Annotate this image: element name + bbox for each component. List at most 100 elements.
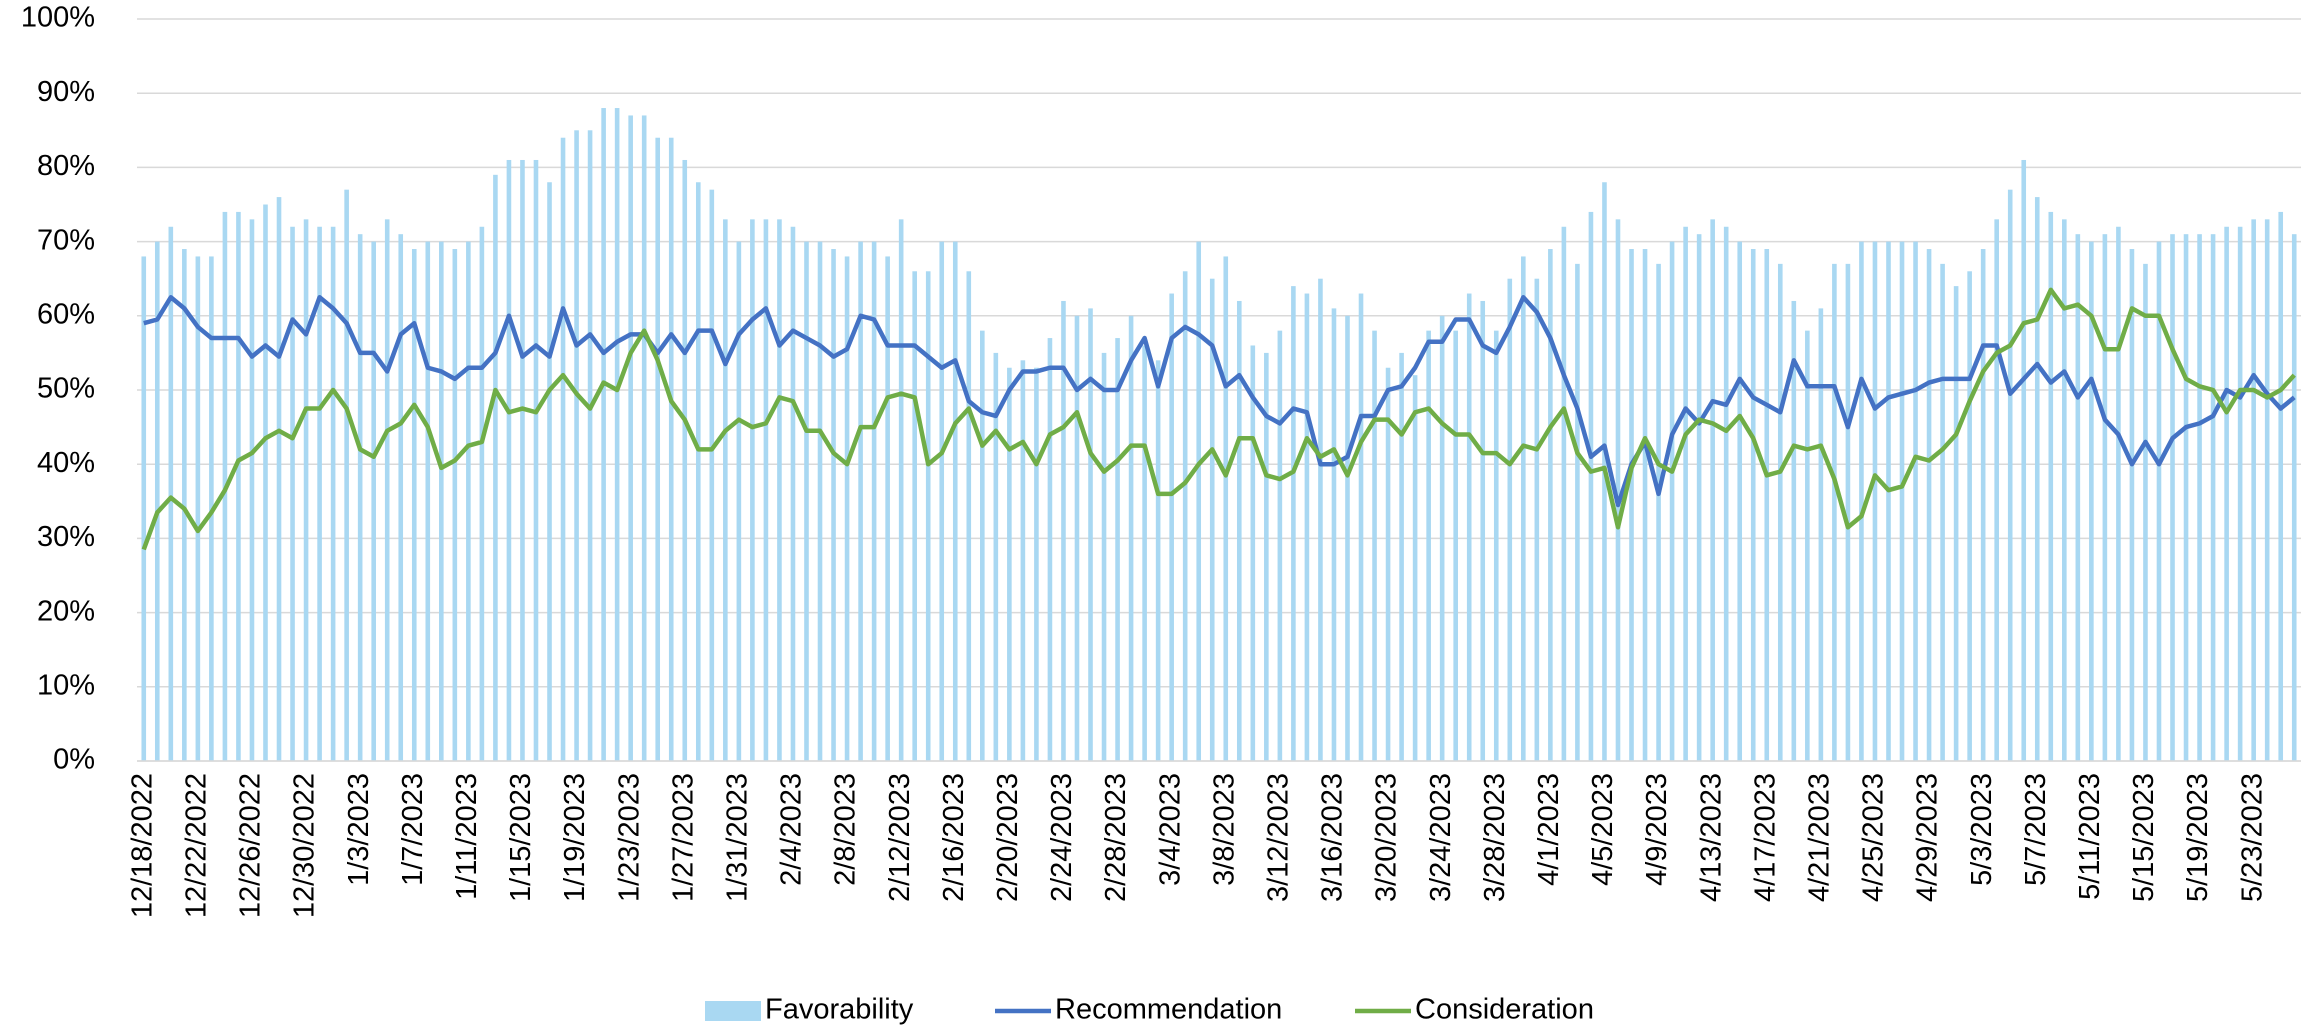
bar xyxy=(1007,367,1012,761)
bar xyxy=(1575,263,1580,761)
x-tick-label: 4/13/2023 xyxy=(1695,773,1727,902)
line xyxy=(143,295,2296,508)
bar xyxy=(1291,286,1296,761)
x-tick-label: 5/3/2023 xyxy=(1966,773,1998,886)
bar xyxy=(1994,219,1999,762)
bar xyxy=(2156,241,2162,762)
bar xyxy=(2021,159,2027,762)
bar xyxy=(1128,315,1134,761)
bar xyxy=(533,159,539,762)
x-tick-label: 2/24/2023 xyxy=(1046,773,1078,902)
bar xyxy=(1061,300,1066,761)
bar xyxy=(1169,293,1174,761)
bar xyxy=(1980,249,1986,761)
bar xyxy=(1250,345,1256,761)
bar xyxy=(1967,271,1972,761)
bar xyxy=(1209,278,1215,761)
bar xyxy=(452,249,458,761)
x-tick-label: 2/20/2023 xyxy=(992,773,1024,902)
bar xyxy=(1074,315,1080,761)
x-tick-label: 1/27/2023 xyxy=(667,773,699,902)
bar xyxy=(1439,315,1445,761)
bar xyxy=(1358,293,1364,761)
x-tick-label: 2/12/2023 xyxy=(884,773,916,902)
bar xyxy=(898,219,904,762)
bar xyxy=(1304,293,1310,761)
bar xyxy=(2089,241,2094,762)
bar xyxy=(1277,330,1283,761)
bar xyxy=(628,115,633,761)
bar xyxy=(831,249,836,761)
bar xyxy=(1493,330,1499,761)
bar xyxy=(2264,219,2270,762)
bar xyxy=(1236,300,1242,761)
y-tick-label: 50% xyxy=(37,373,95,405)
bar xyxy=(1088,308,1093,761)
legend-swatch xyxy=(705,1001,761,1021)
bar xyxy=(939,241,945,762)
x-tick-label: 3/4/2023 xyxy=(1154,773,1186,886)
x-tick-label: 5/19/2023 xyxy=(2182,773,2214,902)
bar xyxy=(2048,211,2054,762)
bar xyxy=(750,219,755,762)
bar xyxy=(2116,226,2121,761)
y-tick-label: 20% xyxy=(37,595,95,627)
bar xyxy=(858,241,863,762)
bar xyxy=(506,159,512,762)
bar xyxy=(1548,249,1553,761)
x-tick-label: 3/8/2023 xyxy=(1208,773,1240,886)
bar xyxy=(263,204,268,761)
bar xyxy=(695,182,701,762)
bar xyxy=(1101,352,1107,761)
x-tick-label: 4/17/2023 xyxy=(1749,773,1781,902)
bar xyxy=(1953,286,1959,761)
bar xyxy=(1886,241,1891,762)
x-tick-label: 4/25/2023 xyxy=(1858,773,1890,902)
bar xyxy=(290,226,295,761)
bar xyxy=(2007,189,2013,761)
bar xyxy=(885,256,890,761)
bar xyxy=(1182,271,1188,761)
x-tick-label: 5/7/2023 xyxy=(2020,773,2052,886)
bar xyxy=(1142,345,1147,761)
legend-label: Consideration xyxy=(1415,994,1594,1026)
x-tick-label: 5/11/2023 xyxy=(2074,773,2106,900)
bar xyxy=(682,159,688,762)
bar xyxy=(641,115,647,761)
y-tick-label: 80% xyxy=(37,150,95,182)
bar xyxy=(154,241,160,762)
x-tick-label: 3/28/2023 xyxy=(1479,773,1511,902)
x-tick-label: 5/23/2023 xyxy=(2236,773,2268,902)
bar xyxy=(560,137,566,762)
x-tick-label: 12/26/2022 xyxy=(235,773,267,918)
bar xyxy=(763,219,769,762)
bar xyxy=(2237,226,2243,761)
bar xyxy=(411,249,417,761)
bar xyxy=(1750,249,1756,761)
x-tick-label: 3/12/2023 xyxy=(1263,773,1295,902)
x-tick-label: 3/16/2023 xyxy=(1317,773,1349,902)
bar xyxy=(1534,278,1540,761)
bar xyxy=(1669,241,1675,762)
bar xyxy=(844,256,850,761)
bar xyxy=(790,226,796,761)
bar xyxy=(1859,241,1864,762)
bar xyxy=(182,249,187,761)
bar xyxy=(804,241,809,762)
bar xyxy=(2034,197,2040,761)
bar xyxy=(2278,211,2284,762)
bar xyxy=(723,219,728,762)
bar xyxy=(236,211,241,762)
bar xyxy=(1331,308,1337,761)
bar xyxy=(1521,256,1526,761)
bar xyxy=(587,130,593,762)
x-tick-label: 4/9/2023 xyxy=(1641,773,1673,886)
bar xyxy=(1412,375,1418,761)
bar xyxy=(1155,360,1161,761)
bar xyxy=(1696,234,1702,761)
bar xyxy=(195,256,201,761)
bar xyxy=(1737,241,1743,762)
bar xyxy=(1034,367,1039,761)
x-tick-label: 12/18/2022 xyxy=(126,773,158,918)
